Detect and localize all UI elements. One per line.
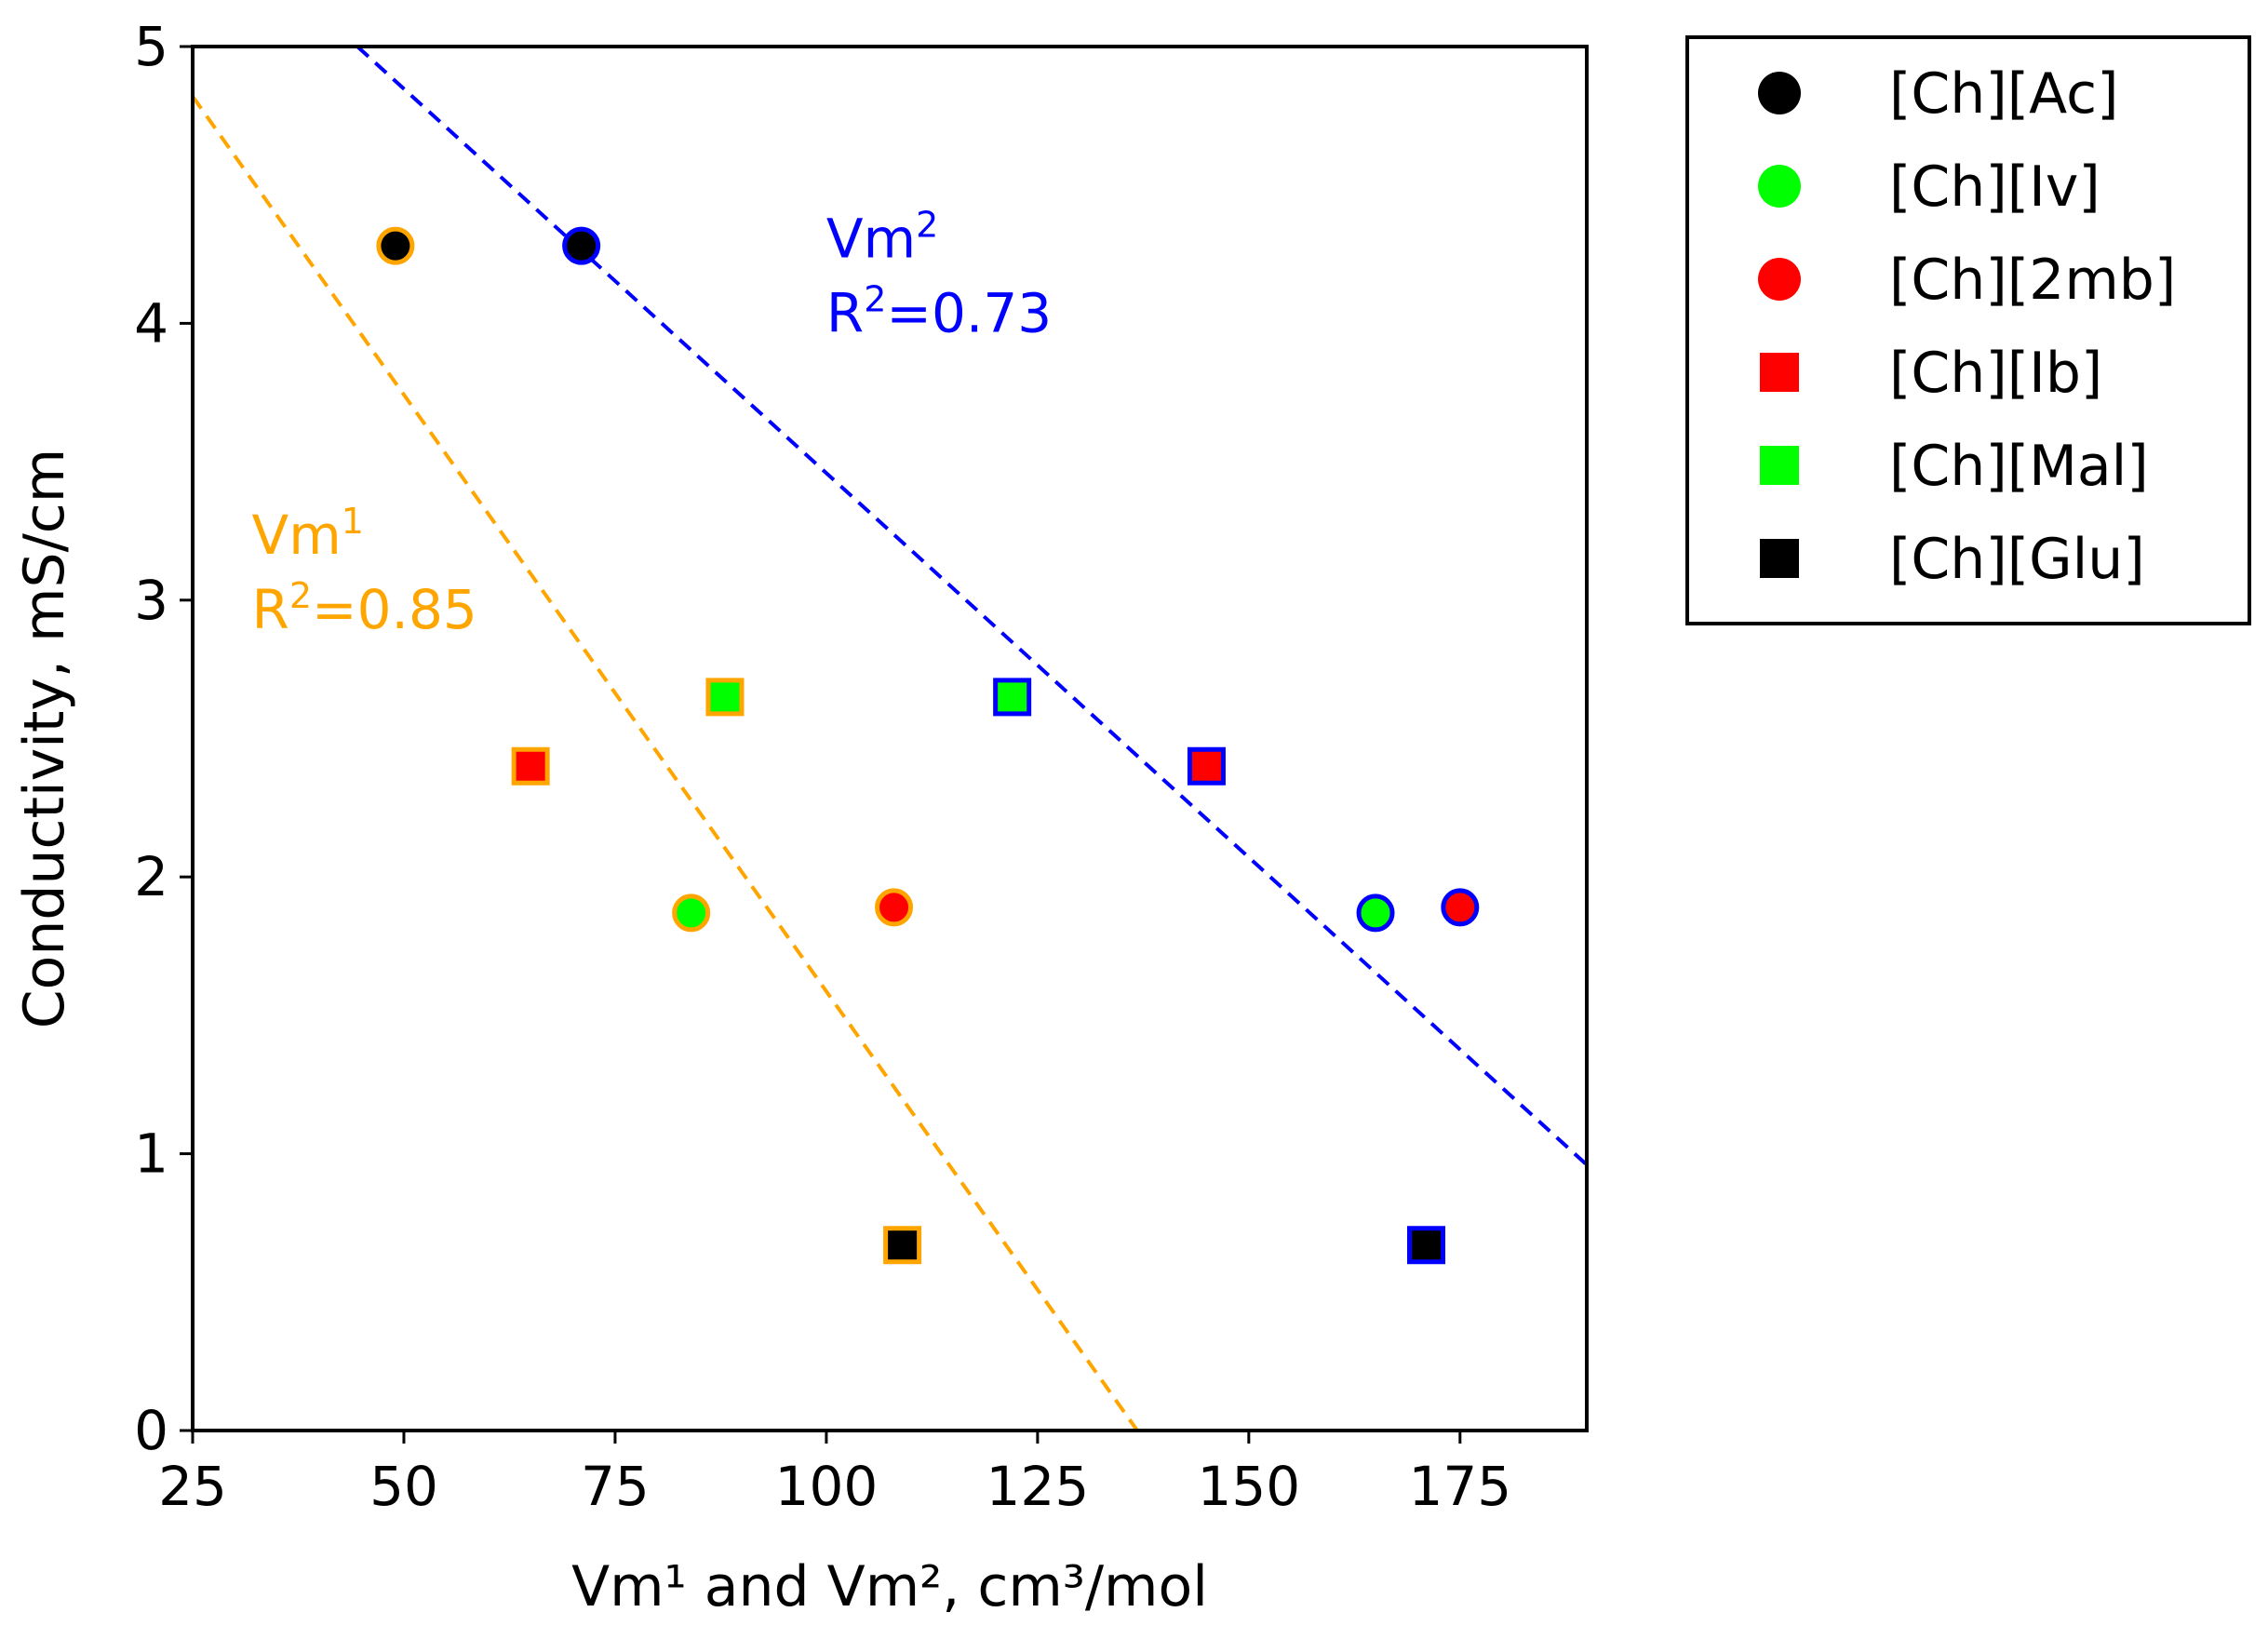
legend-marker	[1758, 72, 1801, 114]
data-point-vm2	[562, 226, 601, 265]
legend-marker	[1760, 539, 1799, 578]
annotation-vm2-name: Vm2	[826, 205, 938, 271]
data-point-vm1	[883, 1226, 922, 1265]
legend-label: [Ch][Iv]	[1889, 154, 2100, 220]
annotation-vm1-name: Vm1	[252, 501, 364, 567]
legend-label: [Ch][Ib]	[1889, 341, 2102, 406]
data-point-vm1	[875, 888, 914, 927]
legend-label: [Ch][Glu]	[1889, 527, 2145, 592]
data-point-vm2	[1187, 746, 1226, 786]
y-tick-label: 5	[134, 15, 168, 78]
y-axis-label: Conductivity, mS/cm	[12, 449, 77, 1028]
x-tick-label: 125	[986, 1455, 1090, 1518]
legend-marker	[1758, 258, 1801, 301]
legend-marker	[1760, 353, 1799, 392]
data-point-vm1	[376, 226, 415, 265]
x-axis-label: Vm¹ and Vm², cm³/mol	[571, 1554, 1208, 1619]
legend-marker	[1758, 165, 1801, 208]
x-tick-label: 175	[1408, 1455, 1511, 1518]
y-tick-label: 2	[134, 845, 168, 908]
y-tick-label: 4	[134, 291, 168, 355]
data-point-vm1	[672, 893, 711, 933]
fit-line-vm1	[193, 95, 1139, 1431]
legend-label: [Ch][2mb]	[1889, 248, 2176, 313]
x-tick-label: 100	[775, 1455, 879, 1518]
plot-frame	[191, 45, 1589, 1432]
legend-box	[1685, 35, 2251, 625]
y-tick-label: 3	[134, 569, 168, 632]
y-tick-label: 0	[134, 1399, 168, 1462]
data-point-vm1	[705, 678, 745, 717]
y-tick-label: 1	[134, 1122, 168, 1186]
x-tick-label: 150	[1197, 1455, 1300, 1518]
legend: [Ch][Ac] [Ch][Iv] [Ch][2mb] [Ch][Ib] [Ch][Ma…	[1685, 35, 2251, 625]
x-tick-label: 25	[158, 1455, 227, 1518]
annotation-vm2-r2: R2=0.73	[826, 279, 1052, 345]
legend-marker	[1760, 446, 1799, 485]
data-point-vm2	[1441, 888, 1480, 927]
annotation-vm1-r2: R2=0.85	[252, 575, 477, 641]
data-point-vm2	[1356, 893, 1395, 933]
legend-label: [Ch][Mal]	[1889, 434, 2149, 499]
x-tick-label: 75	[581, 1455, 650, 1518]
data-point-vm2	[1407, 1226, 1446, 1265]
x-tick-label: 50	[369, 1455, 438, 1518]
data-point-vm1	[511, 746, 550, 786]
fit-line-vm2	[356, 47, 1587, 1166]
legend-label: [Ch][Ac]	[1889, 61, 2119, 127]
data-point-vm2	[993, 678, 1032, 717]
